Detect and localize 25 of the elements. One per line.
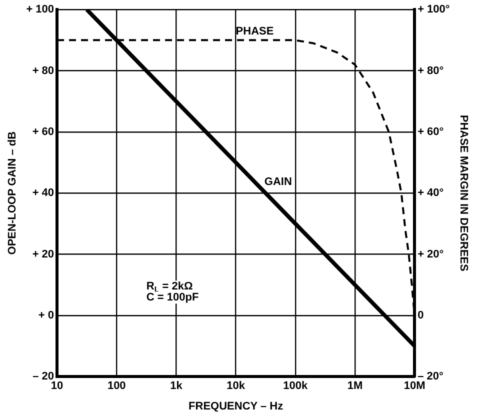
y-tick-label: + 40 [32,187,54,200]
x-tick-label: 1k [170,380,184,392]
x-tick-label: 100k [283,380,308,392]
y2-tick-label: + 80° [418,64,444,77]
x-tick-label: 100 [107,380,126,392]
y2-tick-label: + 40° [418,187,444,200]
y2-tick-label: + 60° [418,126,444,138]
x-tick-label: 1M [347,380,363,392]
y-tick-label: + 20 [32,248,54,260]
series-label: GAIN [264,176,292,188]
y2-tick-label: + 100° [418,4,450,16]
y-tick-label: + 100 [26,4,54,16]
y2-tick-label: 0 [418,309,424,322]
x-axis-title: FREQUENCY – Hz [188,400,284,412]
x-tick-label: 10 [50,380,64,392]
x-tick-label: 10M [404,380,426,392]
y-axis-title: OPEN-LOOP GAIN – dB [6,131,19,255]
y-tick-label: + 60 [32,126,54,138]
annotation: C = 100pF [146,292,199,304]
y-tick-label: + 0 [38,309,54,322]
series-label: PHASE [236,26,274,38]
y-tick-label: + 80 [32,64,54,77]
x-tick-label: 10k [226,380,246,392]
y2-axis-title: PHASE MARGIN IN DEGREES [457,114,470,272]
y2-tick-label: + 20° [418,248,444,260]
